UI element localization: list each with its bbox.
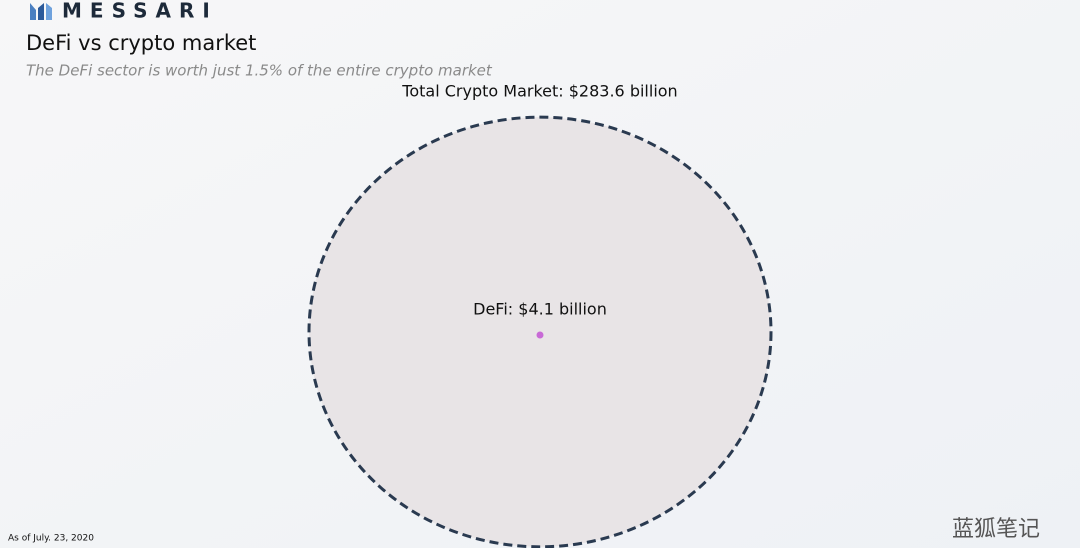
defi-circle [536, 331, 544, 339]
brand: MESSARI [62, 0, 218, 23]
logo-icon [30, 3, 52, 20]
bubble-label: DeFi: $4.1 billion [473, 300, 607, 319]
watermark: 蓝狐笔记 [952, 517, 1040, 542]
chart-subtitle: The DeFi sector is worth just 1.5% of th… [26, 62, 493, 80]
footnote: As of July. 23, 2020 [8, 534, 94, 544]
chart-title: DeFi vs crypto market [26, 31, 256, 55]
bubble-label: Total Crypto Market: $283.6 billion [401, 82, 677, 101]
